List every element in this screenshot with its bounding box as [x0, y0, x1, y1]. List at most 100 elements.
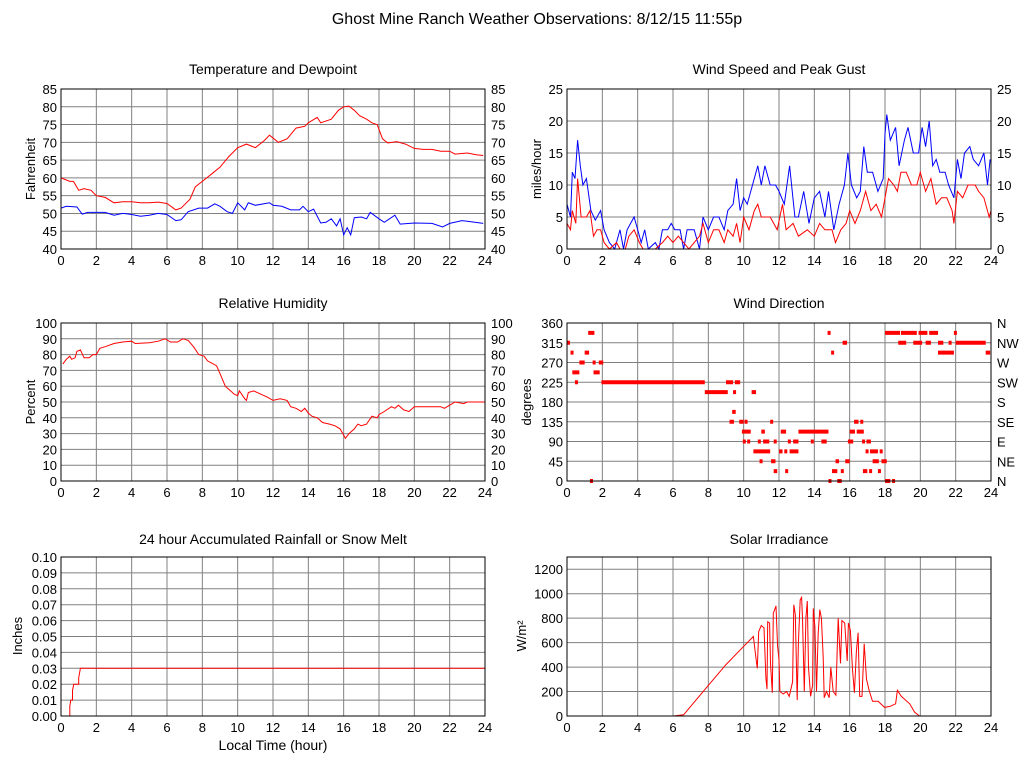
y-tick-label: 270 [541, 356, 563, 371]
y-tick-label: 0 [50, 474, 57, 489]
x-tick-label: 12 [266, 720, 280, 735]
wind-direction-point [759, 459, 763, 464]
y-tick-label: 800 [541, 611, 563, 626]
right-tick-label: 30 [491, 427, 505, 442]
wind-direction-point [773, 469, 778, 474]
wind-direction-point [938, 350, 954, 355]
wind-direction-point [869, 449, 878, 454]
y-tick-label: 0.03 [32, 661, 57, 676]
y-tick-label: 75 [43, 118, 57, 133]
x-tick-label: 4 [128, 485, 135, 500]
wind-direction-point [785, 469, 789, 474]
y-tick-label: 0.06 [32, 614, 57, 629]
main-title: Ghost Mine Ranch Weather Observations: 8… [332, 11, 742, 28]
right-tick-label: 100 [491, 316, 513, 331]
x-tick-label: 4 [634, 485, 641, 500]
x-tick-label: 6 [669, 485, 676, 500]
right-tick-label: 85 [491, 82, 505, 97]
wind-direction-point [900, 330, 917, 335]
right-tick-label: 40 [491, 411, 505, 426]
plot-frame [566, 88, 992, 250]
wind-direction-point [929, 330, 938, 335]
x-tick-label: 22 [948, 253, 962, 268]
right-tick-label: 70 [491, 363, 505, 378]
y-tick-label: 0.08 [32, 582, 57, 597]
y-tick-label: 5 [556, 210, 563, 225]
x-tick-label: 20 [407, 253, 421, 268]
wind-direction-point [862, 469, 868, 474]
x-tick-label: 24 [478, 720, 492, 735]
x-tick-label: 16 [842, 485, 856, 500]
x-tick-label: 24 [984, 485, 998, 500]
series-line-temperature [60, 105, 484, 211]
wind-direction-point [842, 340, 848, 345]
rainfall-chart: 24 hour Accumulated Rainfall or Snow Mel… [10, 531, 492, 753]
plot-frame [60, 322, 486, 482]
x-tick-label: 20 [407, 485, 421, 500]
wind-direction-point [763, 439, 770, 444]
x-tick-label: 2 [599, 485, 606, 500]
wind-direction-point [849, 429, 855, 434]
x-tick-label: 6 [669, 253, 676, 268]
right-tick-label: 20 [491, 442, 505, 457]
y-tick-label: 80 [43, 100, 57, 115]
wind-direction-point [789, 449, 799, 454]
chart-title: Relative Humidity [219, 295, 328, 311]
y-tick-label: 0.04 [32, 645, 57, 660]
y-tick-label: 0.07 [32, 598, 57, 613]
y-tick-label: 70 [43, 363, 57, 378]
x-tick-label: 8 [705, 485, 712, 500]
wind-direction-point [771, 459, 776, 464]
right-tick-label: 25 [997, 82, 1011, 97]
wind-direction-point [898, 340, 907, 345]
wind-direction-point [779, 449, 783, 454]
wind-direction-point [879, 449, 883, 454]
wind-direction-point [869, 469, 873, 474]
y-tick-label: 1000 [534, 587, 563, 602]
wind-direction-point [726, 380, 734, 385]
x-tick-label: 2 [93, 253, 100, 268]
x-tick-label: 20 [913, 485, 927, 500]
y-tick-label: 0.10 [32, 550, 57, 565]
wind-direction-point [866, 439, 871, 444]
wind-direction-point [784, 449, 788, 454]
x-tick-label: 12 [772, 253, 786, 268]
x-tick-label: 6 [669, 720, 676, 735]
wind-direction-point [835, 459, 840, 464]
y-tick-label: 400 [541, 660, 563, 675]
series-line-peak-gust [566, 114, 991, 251]
right-tick-label: 15 [997, 146, 1011, 161]
y-tick-label: 25 [549, 82, 563, 97]
y-tick-label: 0.00 [32, 709, 57, 724]
right-tick-label: 5 [997, 210, 1004, 225]
x-tick-label: 18 [372, 720, 386, 735]
right-tick-label: S [997, 395, 1006, 410]
y-tick-label: 0.05 [32, 630, 57, 645]
y-tick-label: 0 [556, 242, 563, 257]
wind-direction-point [885, 330, 901, 335]
y-tick-label: 360 [541, 316, 563, 331]
wind-direction-point [739, 419, 744, 424]
wind-direction-point [955, 340, 986, 345]
y-tick-label: 20 [43, 442, 57, 457]
y-tick-label: 55 [43, 189, 57, 204]
wind-direction-point [938, 340, 944, 345]
wind-direction-point [567, 340, 570, 345]
x-tick-label: 24 [984, 253, 998, 268]
y-tick-label: 70 [43, 135, 57, 150]
right-tick-label: N [997, 474, 1006, 489]
x-tick-label: 24 [984, 720, 998, 735]
x-tick-label: 6 [163, 720, 170, 735]
wind-direction-point [734, 380, 741, 385]
right-tick-label: 50 [491, 206, 505, 221]
y-axis-label: W/m² [514, 620, 529, 652]
x-tick-label: 20 [913, 720, 927, 735]
y-tick-label: 80 [43, 348, 57, 363]
solar-irradiance-chart: Solar Irradiance W/m² 0 2 4 6 8 10 12 14 16 18 20 2… [514, 531, 998, 735]
right-tick-label: 60 [491, 171, 505, 186]
series-line-accumulated-rainfall [61, 667, 485, 717]
y-tick-label: 200 [541, 685, 563, 700]
y-tick-label: 50 [43, 206, 57, 221]
right-tick-label: 60 [491, 379, 505, 394]
